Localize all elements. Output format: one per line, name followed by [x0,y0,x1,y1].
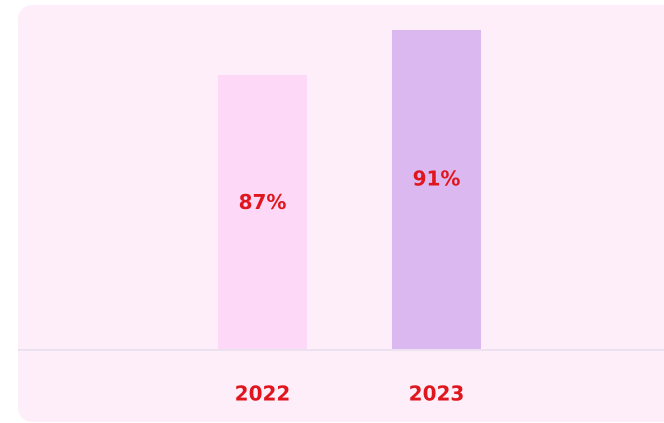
value-label: 87% [239,190,287,214]
bar [218,74,307,350]
bar [392,30,481,349]
x-tick-label: 2022 [235,382,291,406]
value-label: 91% [413,166,461,190]
x-tick-label: 2023 [409,382,465,406]
card [18,5,664,422]
